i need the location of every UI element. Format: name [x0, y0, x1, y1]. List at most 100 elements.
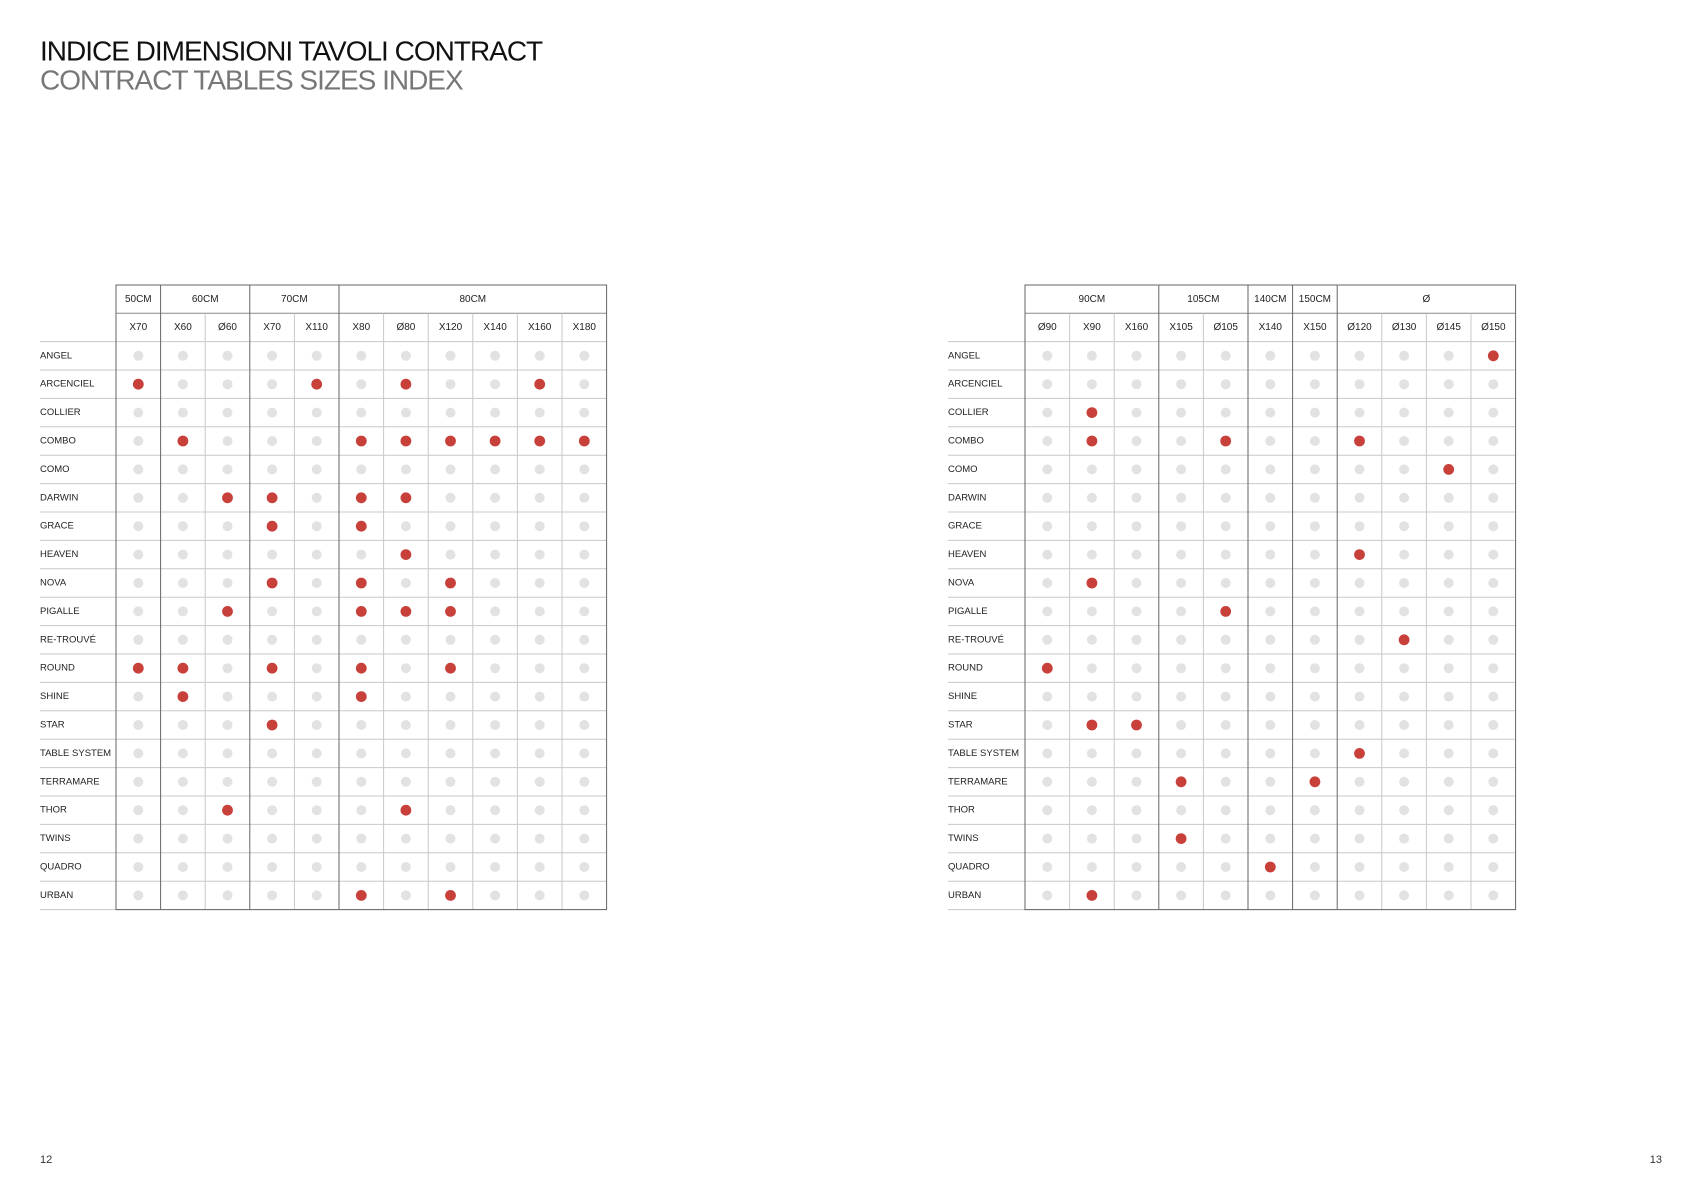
availability-dot	[267, 464, 278, 475]
availability-dot	[1309, 379, 1320, 390]
availability-dot	[445, 776, 456, 787]
availability-dot	[1042, 350, 1053, 361]
availability-dot	[1309, 862, 1320, 872]
availability-dot	[356, 350, 367, 361]
availability-dot	[132, 378, 144, 390]
availability-dot	[311, 805, 322, 816]
column-header: X110	[305, 322, 328, 333]
availability-dot	[1354, 748, 1365, 759]
availability-dot	[177, 748, 188, 759]
availability-dot	[534, 549, 545, 560]
row-name: ARCENCIEL	[948, 379, 1002, 390]
availability-dot	[311, 606, 322, 617]
availability-dot	[267, 606, 278, 617]
availability-dot	[267, 691, 278, 702]
availability-dot	[311, 890, 322, 901]
availability-dot	[1443, 606, 1454, 617]
availability-dot	[579, 776, 590, 787]
availability-dot	[1309, 407, 1320, 418]
availability-dot	[1399, 464, 1410, 475]
availability-dot	[133, 634, 144, 645]
availability-dot	[1265, 407, 1276, 418]
availability-dot	[1220, 748, 1231, 759]
availability-dot	[1354, 521, 1365, 532]
row-name: SHINE	[948, 691, 977, 702]
availability-dot	[311, 578, 322, 588]
availability-dot	[267, 407, 278, 418]
availability-dot	[445, 862, 456, 872]
availability-dot	[1220, 720, 1231, 730]
row-name: HEAVEN	[40, 549, 79, 560]
availability-dot	[1309, 776, 1321, 788]
availability-dot	[1042, 776, 1053, 787]
availability-dot	[1399, 890, 1410, 901]
availability-dot	[1220, 492, 1231, 503]
availability-dot	[133, 776, 144, 787]
availability-dot	[1042, 379, 1053, 390]
group-header: 105CM	[1187, 294, 1219, 305]
row-name: COMBO	[40, 436, 76, 447]
availability-dot	[311, 691, 322, 702]
availability-dot	[1354, 720, 1365, 730]
availability-dot	[1220, 691, 1231, 702]
availability-dot	[1175, 833, 1187, 844]
availability-dot	[400, 378, 412, 390]
availability-dot	[1265, 350, 1276, 361]
subtitle: CONTRACT TABLES SIZES INDEX	[40, 64, 464, 95]
availability-dot	[1265, 691, 1276, 702]
availability-dot	[1265, 549, 1276, 560]
availability-dot	[222, 436, 233, 446]
availability-dot	[222, 663, 233, 674]
availability-dot	[177, 634, 188, 645]
availability-dot	[133, 890, 144, 901]
availability-dot	[1488, 464, 1499, 475]
availability-dot	[490, 862, 501, 872]
availability-dot	[1131, 663, 1142, 674]
availability-dot	[534, 776, 545, 787]
availability-dot	[1354, 805, 1365, 816]
availability-dot	[1086, 435, 1098, 447]
availability-dot	[1131, 578, 1142, 588]
availability-dot	[1488, 578, 1499, 588]
availability-dot	[356, 776, 367, 787]
availability-dot	[267, 833, 278, 844]
column-header: X160	[1125, 322, 1149, 333]
availability-dot	[1042, 521, 1053, 532]
availability-dot	[1220, 549, 1231, 560]
availability-dot	[132, 662, 144, 674]
availability-dot	[1086, 663, 1097, 674]
availability-dot	[534, 890, 545, 901]
page-number: 12	[40, 1154, 52, 1166]
availability-dot	[490, 748, 501, 759]
availability-dot	[1354, 379, 1365, 390]
availability-dot	[1220, 606, 1232, 617]
availability-dot	[1399, 350, 1410, 361]
row-name: SHINE	[40, 691, 69, 702]
availability-dot	[356, 379, 367, 390]
availability-dot	[579, 805, 590, 816]
availability-dot	[355, 435, 367, 447]
availability-dot	[177, 890, 188, 901]
availability-dot	[1042, 578, 1053, 588]
availability-dot	[1488, 549, 1499, 560]
row-name: TERRAMARE	[40, 776, 100, 787]
availability-dot	[400, 776, 411, 787]
row-name: COLLIER	[40, 407, 81, 418]
availability-dot	[1488, 663, 1499, 674]
availability-dot	[579, 748, 590, 759]
availability-dot	[1399, 379, 1410, 390]
availability-dot	[534, 378, 546, 390]
availability-dot	[222, 720, 233, 730]
column-header: Ø145	[1436, 322, 1461, 333]
availability-dot	[1042, 436, 1053, 446]
availability-dot	[356, 549, 367, 560]
availability-dot	[133, 805, 144, 816]
row-name: NOVA	[40, 578, 67, 589]
availability-dot	[1309, 350, 1320, 361]
availability-dot	[1086, 521, 1097, 532]
availability-dot	[311, 663, 322, 674]
availability-dot	[1176, 748, 1187, 759]
availability-dot	[311, 833, 322, 844]
availability-dot	[1131, 606, 1142, 617]
